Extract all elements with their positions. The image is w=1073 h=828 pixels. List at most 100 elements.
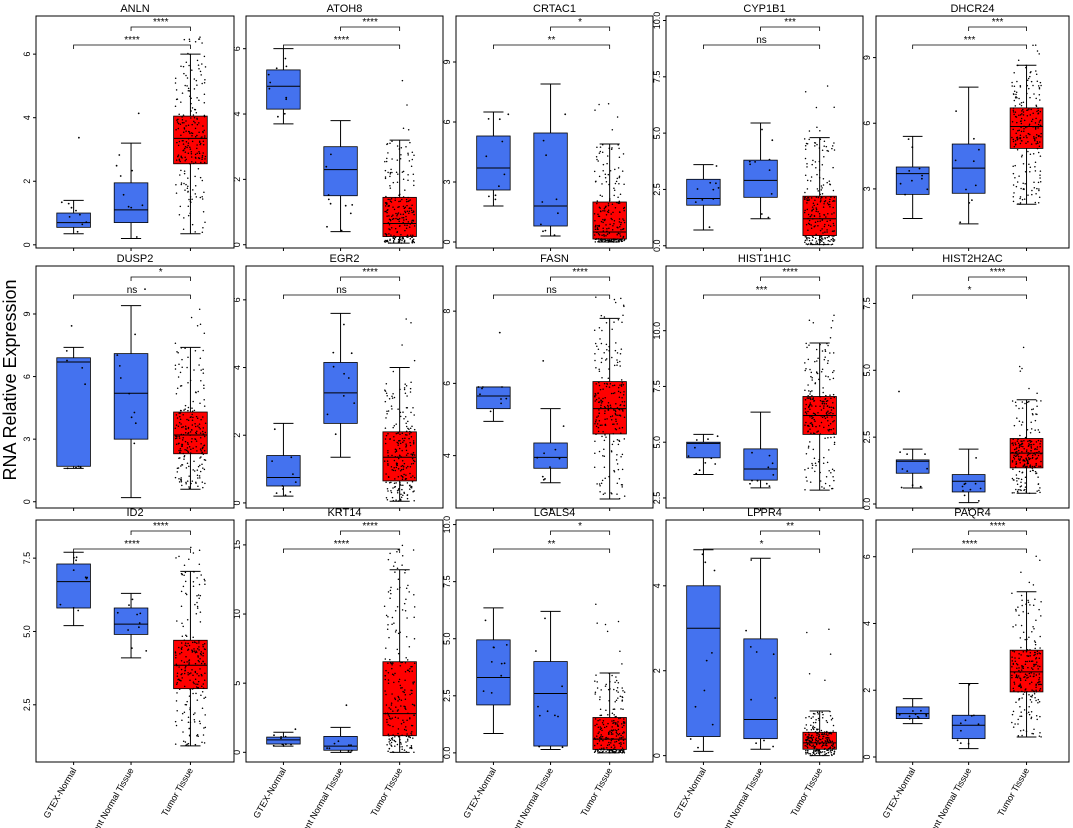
data-point (601, 234, 603, 236)
data-point (599, 696, 601, 698)
data-point (1034, 170, 1037, 172)
data-point (400, 496, 403, 499)
data-point (545, 154, 547, 157)
data-point (201, 674, 203, 677)
data-point (1020, 101, 1023, 104)
data-point (608, 183, 610, 186)
data-point (616, 463, 619, 465)
data-point (119, 175, 122, 177)
data-point (407, 152, 409, 155)
data-point (616, 233, 618, 236)
y-tick-label: 2.5 (652, 492, 662, 505)
data-point (1030, 672, 1032, 674)
data-point (183, 711, 186, 714)
data-point (485, 155, 488, 158)
iqr-box (113, 353, 149, 440)
data-point (399, 411, 402, 414)
data-point (399, 157, 402, 160)
data-point (622, 304, 625, 306)
data-point (1015, 701, 1017, 703)
data-point (830, 436, 832, 439)
data-point (412, 173, 415, 176)
data-point (201, 451, 203, 454)
data-point (193, 108, 196, 111)
data-point (811, 754, 814, 756)
data-point (180, 449, 182, 452)
data-point (1036, 650, 1039, 653)
data-point (127, 205, 130, 208)
data-point (199, 432, 202, 434)
significance-label: **** (990, 521, 1006, 532)
data-point (409, 430, 411, 433)
data-point (191, 407, 193, 409)
data-point (387, 671, 390, 674)
data-point (614, 741, 616, 743)
data-point (697, 746, 699, 749)
data-point (384, 169, 387, 172)
data-point (1039, 683, 1041, 686)
data-point (608, 386, 611, 388)
data-point (826, 236, 829, 239)
data-point (611, 415, 614, 417)
data-point (806, 480, 808, 482)
data-point (1020, 711, 1022, 713)
data-point (194, 121, 196, 124)
data-point (819, 405, 821, 408)
data-point (1024, 402, 1026, 405)
data-point (1023, 130, 1025, 132)
data-point (412, 682, 414, 685)
data-point (598, 241, 600, 243)
data-point (1023, 188, 1025, 191)
data-point (1020, 440, 1022, 442)
data-point (384, 712, 387, 715)
data-point (181, 712, 184, 715)
data-point (805, 367, 807, 370)
data-point (191, 641, 194, 644)
data-point (829, 198, 831, 201)
data-point (606, 383, 609, 385)
data-point (620, 749, 623, 751)
data-point (185, 744, 187, 746)
data-point (1013, 650, 1016, 653)
data-point (406, 494, 409, 496)
data-point (602, 227, 604, 229)
data-point (812, 448, 815, 451)
box-gtex-normal (56, 551, 91, 627)
data-point (1031, 660, 1034, 662)
data-point (963, 494, 966, 497)
data-point (1034, 696, 1036, 699)
data-point (599, 728, 602, 731)
data-point (615, 679, 618, 682)
data-point (392, 565, 395, 567)
panel-frame (245, 519, 444, 763)
data-point (806, 179, 809, 182)
data-point (618, 218, 621, 220)
data-point (1039, 141, 1041, 143)
data-point (597, 215, 600, 218)
data-point (187, 671, 189, 674)
data-point (401, 198, 403, 201)
data-point (191, 668, 193, 671)
data-point (402, 213, 405, 216)
data-point (200, 380, 202, 382)
data-point (204, 79, 206, 81)
data-point (191, 424, 194, 426)
data-point (1017, 453, 1019, 456)
data-point (823, 203, 825, 205)
data-point (397, 173, 399, 175)
data-point (827, 375, 829, 378)
data-point (593, 170, 596, 173)
data-point (397, 432, 400, 434)
data-point (822, 735, 825, 738)
data-point (411, 689, 413, 692)
data-point (122, 193, 125, 196)
data-point (388, 735, 390, 737)
data-point (1036, 187, 1038, 190)
data-point (184, 156, 186, 159)
data-point (189, 195, 192, 198)
data-point (601, 329, 603, 332)
data-point (808, 130, 811, 132)
data-point (187, 142, 190, 144)
y-tick-label: 6 (862, 121, 872, 126)
significance-label: **** (782, 267, 798, 278)
